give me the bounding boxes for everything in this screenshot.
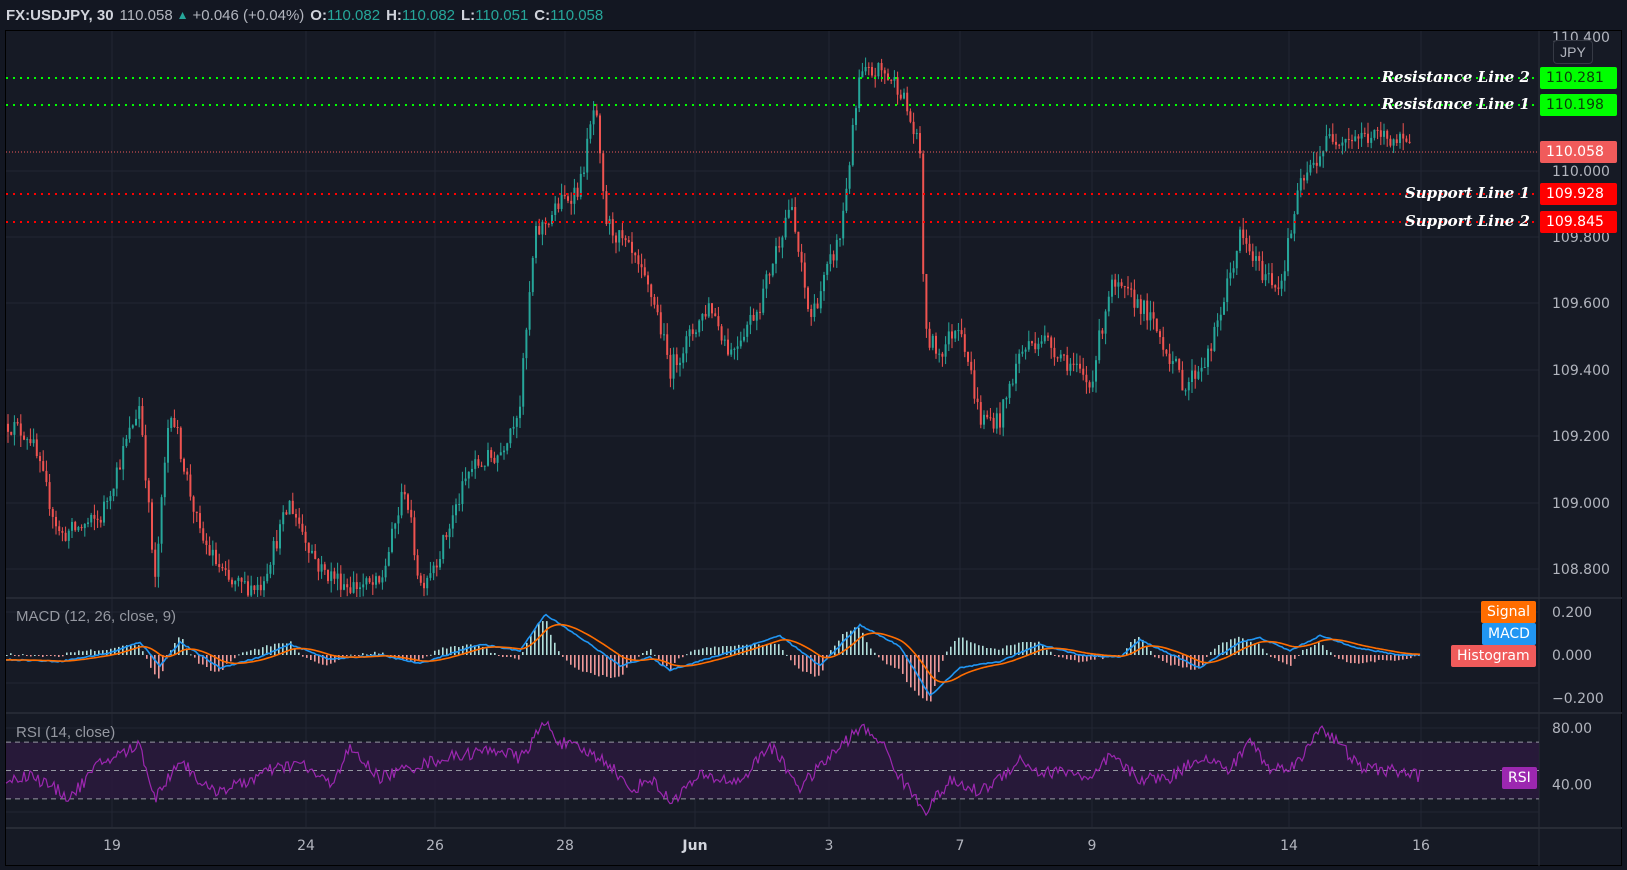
svg-text:0.200: 0.200 [1552,605,1592,621]
rsi-series [5,720,1539,817]
svg-text:110.000: 110.000 [1552,164,1610,180]
chart-frame[interactable] [5,30,1622,866]
macd-legend-histogram: Histogram [1451,645,1536,667]
time-tick-16: 16 [1412,838,1430,854]
price-tag-resistance-line-2: 110.281 [1540,67,1617,89]
time-tick-7: 7 [955,838,965,854]
macd-pane-title[interactable]: MACD (12, 26, close, 9) [16,608,177,625]
grid [6,31,1622,866]
high-value: 110.082 [401,6,456,24]
last-price: 110.058 [119,6,173,24]
candlestick-series [7,57,1411,597]
line-label-support-line-2[interactable]: Support Line 2 [1404,212,1530,230]
svg-text:109.200: 109.200 [1552,429,1610,445]
svg-text:109.600: 109.600 [1552,296,1610,312]
open-value: 110.082 [326,6,381,24]
up-triangle-icon: ▲ [176,8,189,22]
price-change: +0.046 (+0.04%) [192,6,305,24]
svg-text:80.00: 80.00 [1552,721,1592,737]
rsi-axis[interactable]: 80.00 40.00 [1552,721,1592,794]
price-tag-support-line-2: 109.845 [1540,211,1617,233]
high-label: H: [386,6,402,24]
last-price-tag: 110.058 [1540,141,1617,163]
low-value: 110.051 [475,6,529,24]
svg-text:109.000: 109.000 [1552,496,1610,512]
price-axis[interactable]: 110.400110.000109.800109.600109.400109.2… [1552,30,1610,578]
macd-legend-macd: MACD [1482,623,1536,645]
currency-button[interactable]: JPY [1553,40,1593,64]
open-label: O: [310,6,327,24]
rsi-pane-title[interactable]: RSI (14, close) [16,724,116,741]
rsi-legend: RSI [1502,767,1537,789]
close-value: 110.058 [550,6,604,24]
low-label: L: [461,6,476,24]
time-tick-14: 14 [1280,838,1298,854]
macd-series [5,613,1421,702]
time-tick-19: 19 [103,838,121,854]
time-tick-28: 28 [556,838,574,854]
time-tick-26: 26 [426,838,444,854]
macd-axis[interactable]: 0.200 0.000 −0.200 [1552,605,1604,707]
svg-text:0.000: 0.000 [1552,648,1592,664]
svg-text:109.400: 109.400 [1552,363,1610,379]
symbol-title[interactable]: FX:USDJPY, 30 [6,6,114,24]
time-tick-9: 9 [1087,838,1097,854]
svg-text:109.800: 109.800 [1552,230,1610,246]
time-tick-24: 24 [297,838,315,854]
svg-text:−0.200: −0.200 [1552,691,1604,707]
macd-legend-signal: Signal [1481,601,1537,623]
price-tag-resistance-line-1: 110.198 [1540,94,1617,116]
svg-text:40.00: 40.00 [1552,778,1592,794]
line-label-resistance-line-2[interactable]: Resistance Line 2 [1381,68,1530,86]
svg-text:108.800: 108.800 [1552,562,1610,578]
line-label-resistance-line-1[interactable]: Resistance Line 1 [1381,95,1530,113]
close-label: C: [534,6,551,24]
line-label-support-line-1[interactable]: Support Line 1 [1404,184,1530,202]
time-tick-3: 3 [824,838,834,854]
symbol-header: FX:USDJPY, 30 110.058 ▲ +0.046 (+0.04%) … [0,0,1627,30]
price-tag-support-line-1: 109.928 [1540,183,1617,205]
time-tick-jun: Jun [682,838,708,854]
